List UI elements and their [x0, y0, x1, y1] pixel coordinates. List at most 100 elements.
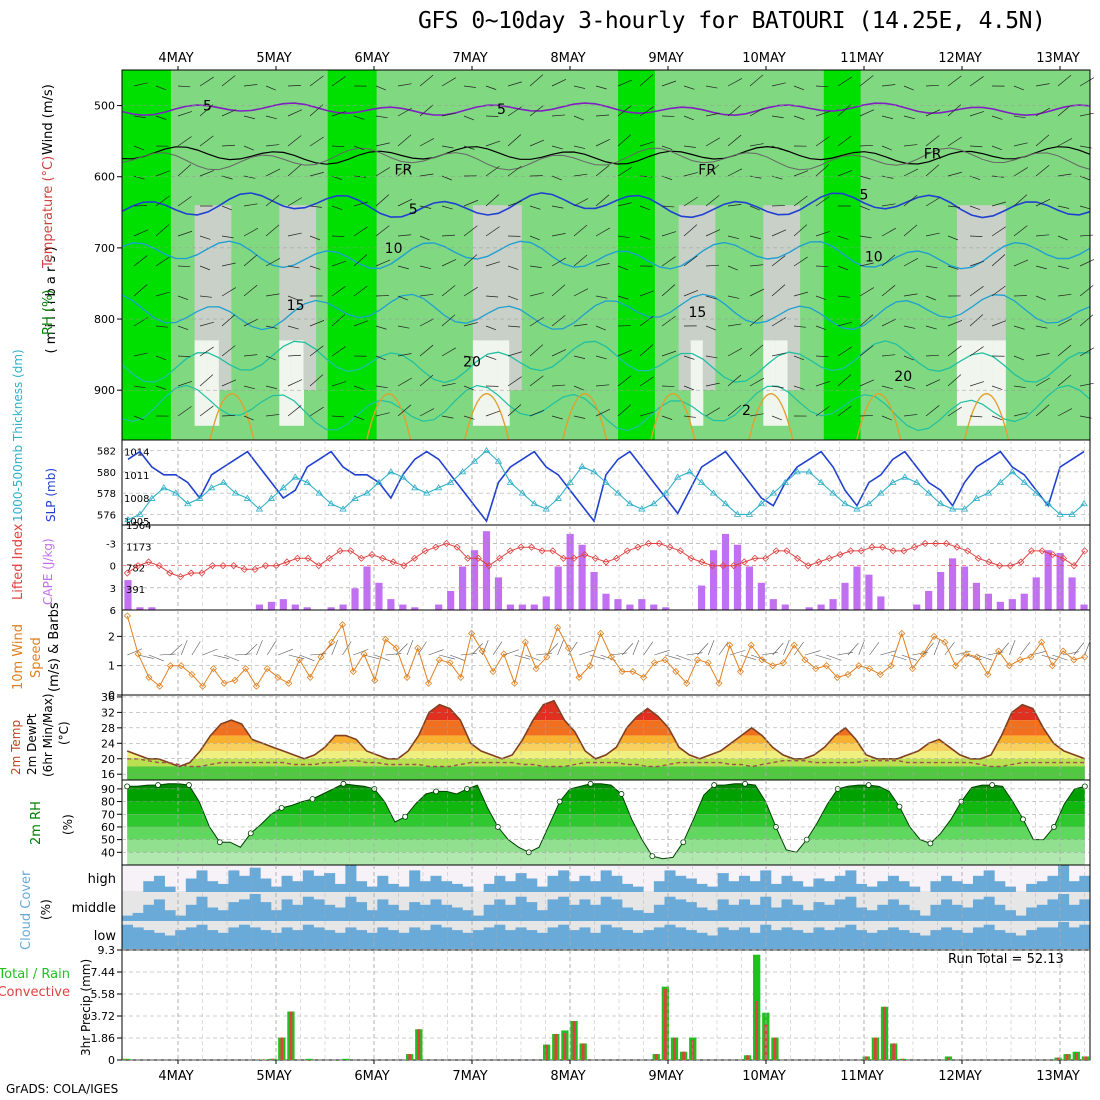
wind10m-point: [758, 656, 766, 664]
wind-barb: [705, 195, 720, 207]
cape-bar: [255, 604, 264, 610]
wind10m-barb: [299, 654, 315, 662]
wind-barb: [331, 346, 346, 357]
cloud-cell-middle: [164, 910, 176, 921]
wind-barb: [243, 175, 256, 179]
wind-barb: [441, 112, 456, 117]
lifted-index-point: [442, 539, 451, 548]
wind-barb: [617, 265, 628, 271]
cloud-cell-middle: [1058, 894, 1070, 921]
thickness-point: [817, 478, 825, 485]
wind-barb: [375, 115, 388, 119]
wind10m-point: [554, 624, 562, 632]
cloud-cell-middle: [228, 902, 240, 921]
lifted-index-point: [1027, 547, 1036, 555]
wind-barb: [397, 164, 412, 177]
wind-barb: [441, 314, 456, 327]
cloud-cell-high: [207, 881, 219, 892]
rh-column-moist: [339, 70, 353, 440]
precip-convective-bar: [746, 1055, 749, 1060]
wind-barb: [947, 265, 959, 270]
wind10m-line: [126, 615, 1085, 688]
slp-tick-label: 1011: [124, 471, 149, 482]
cloud-cell-middle: [898, 904, 910, 921]
wind10m-point: [123, 612, 131, 620]
x-day-label-top: 11MAY: [840, 51, 884, 66]
cloud-cell-low: [419, 930, 431, 949]
wind-barb: [573, 323, 588, 327]
temperature-contour: [121, 147, 1091, 171]
wind10m-point: [403, 673, 411, 681]
wind-barb: [903, 257, 919, 267]
rh-column-moist: [327, 70, 341, 440]
wind-barb: [947, 75, 962, 87]
precip-convective-bar: [572, 1020, 576, 1060]
temperature-contour-warm: [748, 393, 794, 441]
cloud-cell-low: [153, 932, 165, 949]
cloud-cell-low: [196, 924, 208, 949]
wind-barb: [529, 235, 540, 241]
wind-barb: [507, 265, 519, 270]
wind-barb: [309, 136, 324, 147]
rh-column-moist: [642, 70, 655, 440]
cloud-cell-high: [1047, 875, 1059, 892]
cloud-cell-low: [898, 930, 910, 949]
wind-barb: [309, 171, 324, 177]
thickness-point: [291, 473, 299, 480]
precip-total-bar: [342, 1058, 350, 1060]
cloud-cell-low: [345, 927, 357, 949]
temp2m-fill-band: [127, 758, 1085, 767]
wind10m-point: [898, 629, 906, 638]
wind10m-point: [1027, 653, 1035, 661]
wind-barb: [1057, 173, 1072, 177]
thickness-point: [996, 478, 1005, 485]
wind10m-barb: [428, 649, 444, 656]
wind-barb: [793, 224, 808, 237]
cloud-cell-middle: [409, 902, 421, 921]
wind-barb: [485, 85, 497, 90]
wind-barb: [419, 138, 435, 147]
contour-label: 15: [287, 298, 305, 314]
rh-column-verydry: [993, 340, 1006, 426]
wind-barb: [419, 265, 432, 269]
wind-barb: [551, 384, 566, 387]
wind-barb: [419, 205, 432, 209]
wind-barb: [463, 385, 475, 391]
cloud-cell-middle: [419, 904, 431, 921]
precip-convective-bar: [417, 1029, 421, 1060]
cape-bar: [769, 599, 777, 610]
wind10m-point: [1048, 662, 1056, 670]
wind-barb: [441, 77, 456, 87]
wind-barb: [199, 76, 214, 87]
cloud-cell-high: [685, 878, 697, 892]
wind-barb: [925, 405, 940, 417]
wind10m-point: [392, 644, 400, 652]
wind-barb: [551, 349, 567, 357]
wind10m-axis-label-1: 10m Wind: [11, 624, 26, 690]
wind-barb: [705, 325, 716, 331]
temperature-contour-warm: [464, 393, 510, 441]
wind-barb: [287, 354, 302, 357]
thickness-point: [841, 499, 849, 507]
cape-bar: [829, 599, 837, 610]
wind-barb: [727, 323, 742, 327]
wind-barb: [925, 354, 940, 357]
lifted-index-tick-label: 0: [110, 562, 116, 573]
wind10m-barb: [138, 654, 154, 659]
lifted-index-point: [230, 562, 238, 570]
cloud-cell-low: [781, 927, 793, 949]
wind-barb: [793, 385, 805, 390]
thickness-point: [482, 446, 491, 454]
cape-bar: [1032, 577, 1040, 610]
wind10m-barb: [944, 642, 955, 656]
cloud-cell-high: [590, 881, 602, 892]
cloud-cell-middle: [185, 904, 197, 921]
wind-barb: [265, 385, 278, 390]
cloud-axis-label-1: Cloud Cover: [19, 870, 34, 950]
wind-barb: [287, 379, 303, 387]
wind10m-point: [887, 662, 895, 670]
thickness-point: [315, 489, 323, 496]
cape-bar: [757, 582, 765, 610]
cloud-cell-middle: [207, 907, 219, 921]
cloud-cell-middle: [1015, 915, 1027, 921]
